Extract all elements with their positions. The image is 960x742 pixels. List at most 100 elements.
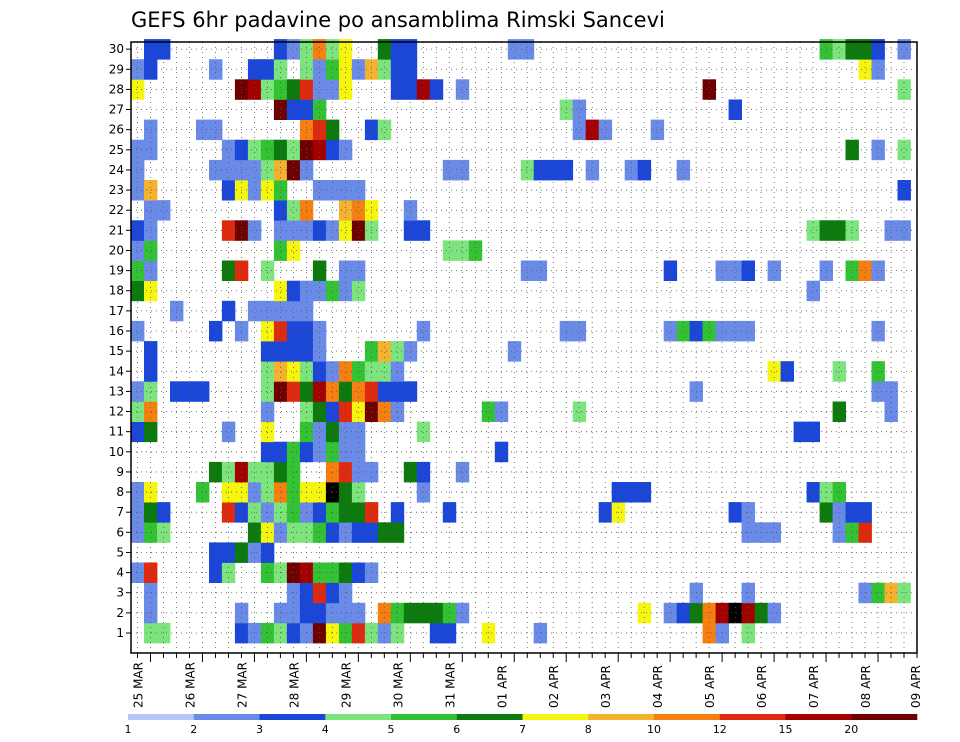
x-tick-label: 07 APR: [807, 665, 821, 708]
y-tick-label: 7: [116, 505, 124, 519]
y-tick-label: 22: [109, 203, 124, 217]
heatmap-cell: [325, 361, 340, 382]
heatmap-cell: [351, 180, 366, 201]
heatmap-cell: [897, 39, 911, 60]
x-tick-label: 04 APR: [651, 665, 665, 708]
heatmap-cell: [221, 300, 236, 322]
y-tick-label: 10: [109, 445, 124, 459]
legend-label: 8: [585, 723, 592, 736]
heatmap-cell: [131, 280, 145, 302]
heatmap-cell: [273, 159, 288, 181]
heatmap-cell: [144, 119, 158, 141]
heatmap-cell: [260, 300, 275, 322]
heatmap-cell: [416, 602, 431, 624]
heatmap-cell: [845, 260, 859, 281]
heatmap-cell: [273, 220, 288, 241]
heatmap-cell: [728, 260, 742, 281]
heatmap-cell: [325, 139, 340, 161]
heatmap-cell: [131, 401, 145, 422]
heatmap-cell: [338, 220, 353, 241]
heatmap-cell: [338, 200, 353, 221]
heatmap-cell: [312, 622, 327, 644]
y-tick-label: 4: [116, 566, 124, 580]
heatmap-cell: [520, 260, 535, 281]
heatmap-cell: [871, 320, 885, 342]
y-tick-label: 28: [109, 82, 124, 96]
heatmap-cell: [260, 260, 275, 281]
heatmap-cell: [780, 361, 794, 382]
heatmap-cell: [183, 381, 197, 402]
heatmap-cell: [871, 59, 885, 80]
heatmap-cell: [144, 39, 158, 60]
heatmap-cell: [157, 622, 171, 644]
heatmap-cell: [325, 220, 340, 241]
heatmap-cell: [312, 260, 327, 281]
heatmap-cell: [221, 421, 236, 443]
heatmap-cell: [403, 200, 418, 221]
heatmap-cell: [377, 341, 392, 362]
legend-swatch: [719, 714, 786, 720]
heatmap-cell: [715, 622, 729, 644]
heatmap-cell: [338, 180, 353, 201]
heatmap-cell: [351, 441, 366, 463]
heatmap-cell: [676, 320, 691, 342]
y-tick-label: 26: [109, 123, 124, 137]
legend-label: 6: [453, 723, 460, 736]
heatmap-cell: [144, 421, 158, 443]
heatmap-cell: [442, 159, 457, 181]
heatmap-cell: [351, 220, 366, 241]
heatmap-cell: [351, 401, 366, 422]
heatmap-cell: [702, 79, 716, 100]
heatmap-cell: [572, 320, 587, 342]
heatmap-cell: [144, 180, 158, 201]
heatmap-cell: [196, 119, 210, 141]
heatmap-cell: [715, 602, 729, 624]
heatmap-cell: [455, 602, 470, 624]
heatmap-cell: [455, 159, 470, 181]
heatmap-cell: [131, 381, 145, 402]
heatmap-cell: [260, 139, 275, 161]
heatmap-cell: [131, 320, 145, 342]
heatmap-cell: [157, 39, 171, 60]
heatmap-cell: [209, 159, 223, 181]
heatmap-cell: [377, 39, 392, 60]
heatmap-cell: [728, 99, 742, 120]
heatmap-cell: [390, 79, 405, 100]
heatmap-cell: [897, 220, 911, 241]
heatmap-cell: [351, 280, 366, 302]
heatmap-cell: [312, 401, 327, 422]
heatmap-cell: [273, 99, 288, 120]
color-legend: 1 2 3 4 5 6 7 8 10 12 15 20: [125, 714, 918, 736]
heatmap-cell: [273, 441, 288, 463]
heatmap-cell: [390, 602, 405, 624]
heatmap-cell: [144, 220, 158, 241]
legend-swatch: [391, 714, 457, 720]
heatmap-cell: [637, 602, 652, 624]
heatmap-cell: [131, 159, 145, 181]
legend-swatch: [785, 714, 852, 720]
legend-swatch: [128, 714, 194, 720]
heatmap-cell: [338, 381, 353, 402]
heatmap-cell: [481, 622, 496, 644]
y-tick-label: 30: [109, 42, 124, 56]
heatmap-cell: [286, 381, 301, 402]
heatmap-cell: [390, 401, 405, 422]
heatmap-cell: [650, 119, 665, 141]
legend-label: 5: [388, 723, 395, 736]
heatmap-cell: [455, 79, 470, 100]
heatmap-cell: [325, 421, 340, 443]
heatmap-cell: [702, 602, 716, 624]
heatmap-cell: [144, 240, 158, 261]
heatmap-cell: [845, 139, 859, 161]
heatmap-cell: [325, 381, 340, 402]
heatmap-cell: [260, 79, 275, 100]
heatmap-cell: [131, 421, 145, 443]
heatmap-cell: [338, 441, 353, 463]
y-tick-label: 1: [116, 626, 124, 640]
y-tick-label: 6: [116, 525, 124, 539]
heatmap-cell: [338, 260, 353, 281]
heatmap-cell: [871, 260, 885, 281]
legend-label: 2: [190, 723, 197, 736]
heatmap-cell: [247, 180, 262, 201]
heatmap-cell: [858, 59, 872, 80]
